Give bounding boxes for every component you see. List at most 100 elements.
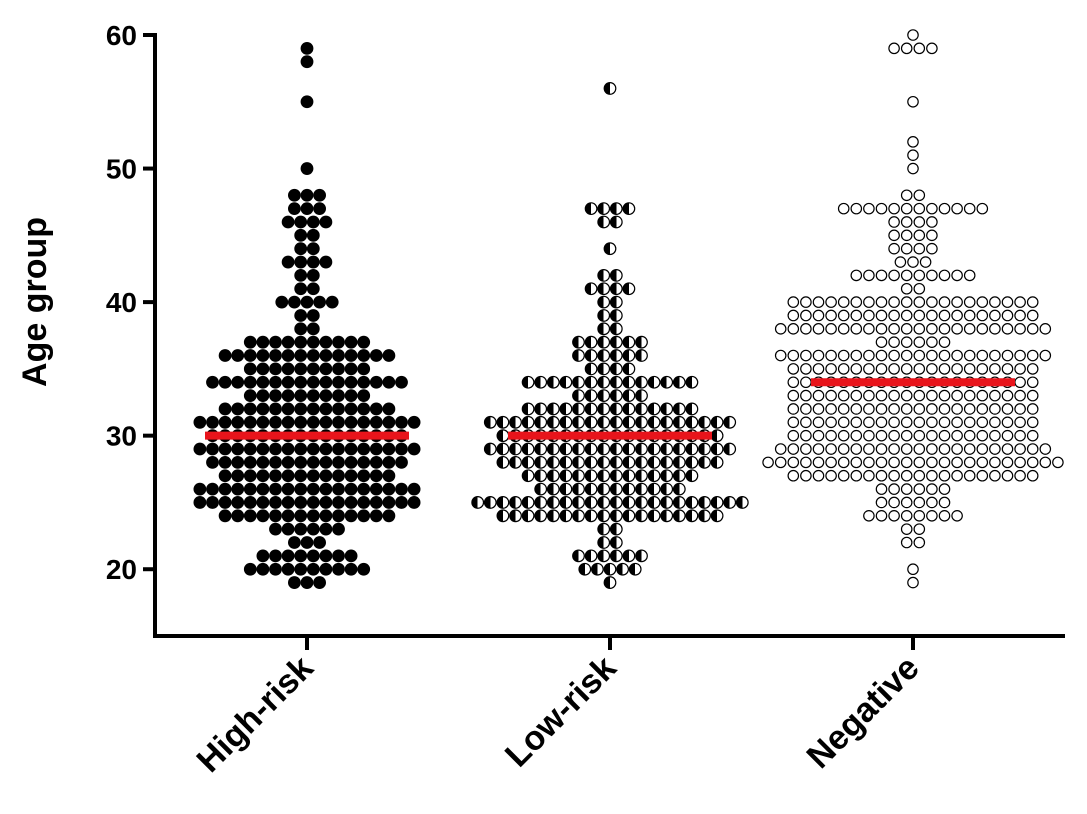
data-point [382,442,396,456]
data-point [888,309,900,322]
data-point [534,415,548,429]
data-point [584,389,598,403]
data-point [787,323,800,335]
data-point [685,496,699,509]
data-point [622,389,636,403]
data-point [357,375,371,389]
data-point [888,323,900,335]
data-point [926,349,938,362]
data-point [319,522,333,536]
data-point [647,509,661,523]
data-point [382,496,396,509]
data-point [344,509,358,523]
data-point [546,402,560,416]
data-point [344,362,358,376]
data-point [837,456,850,469]
data-point [888,363,900,375]
data-point [900,523,913,535]
data-point [218,442,232,456]
data-point [635,335,648,349]
data-point [243,335,257,349]
data-point [1014,443,1026,455]
data-point [938,403,951,415]
data-point [938,483,951,495]
data-point [647,402,661,416]
data-point [875,269,888,282]
data-point [635,496,648,509]
data-point [521,496,535,509]
data-point [597,522,611,536]
data-point [672,415,686,429]
data-point [685,415,699,429]
data-point [863,389,875,402]
data-point [294,375,308,389]
data-point [698,455,711,469]
data-point [344,442,358,456]
data-point [357,335,371,349]
data-point [863,323,875,335]
data-point [926,389,938,402]
data-point [976,429,989,442]
data-point [369,455,383,469]
data-point [256,349,270,362]
data-point [609,202,623,216]
data-point [332,482,345,496]
data-point [584,362,598,376]
data-point [951,349,963,362]
data-point [622,455,636,469]
data-point [1001,403,1014,415]
data-point [609,442,623,456]
data-point [875,389,888,402]
data-point [332,549,345,563]
data-point [300,41,314,55]
data-point [976,363,989,375]
data-point [660,469,674,483]
data-point [306,349,320,362]
data-point [325,295,339,309]
data-point [837,296,850,308]
data-point [294,309,308,322]
data-point [989,389,1001,402]
data-point [369,469,383,483]
data-point [963,349,976,362]
data-point [218,496,232,509]
data-point [951,309,963,322]
data-point [926,202,938,215]
data-point [1001,323,1014,335]
data-point [243,402,257,416]
data-point [332,522,345,536]
data-point [875,323,888,335]
data-point [521,509,535,523]
data-point [269,549,282,563]
data-point [559,402,573,416]
data-point [319,496,333,509]
data-point [622,362,636,376]
data-point [989,363,1001,375]
data-point [963,469,976,482]
data-point [281,549,295,563]
data-point [218,455,232,469]
data-point [850,416,863,429]
data-point [616,562,629,576]
data-point [660,375,674,389]
data-point [900,363,913,375]
data-point [288,188,301,202]
data-point [496,509,510,523]
data-point [926,229,938,242]
data-point [660,442,674,456]
data-point [907,563,919,576]
data-point [597,482,611,496]
data-point [900,389,913,402]
data-point [243,415,257,429]
data-point [900,309,913,322]
data-point [787,389,800,402]
data-point [1039,443,1052,455]
data-point [800,443,812,455]
data-point [609,482,623,496]
data-point [976,296,989,308]
data-point [281,496,295,509]
data-point [256,375,270,389]
data-point [926,296,938,308]
data-point [407,496,421,509]
data-point [989,349,1001,362]
